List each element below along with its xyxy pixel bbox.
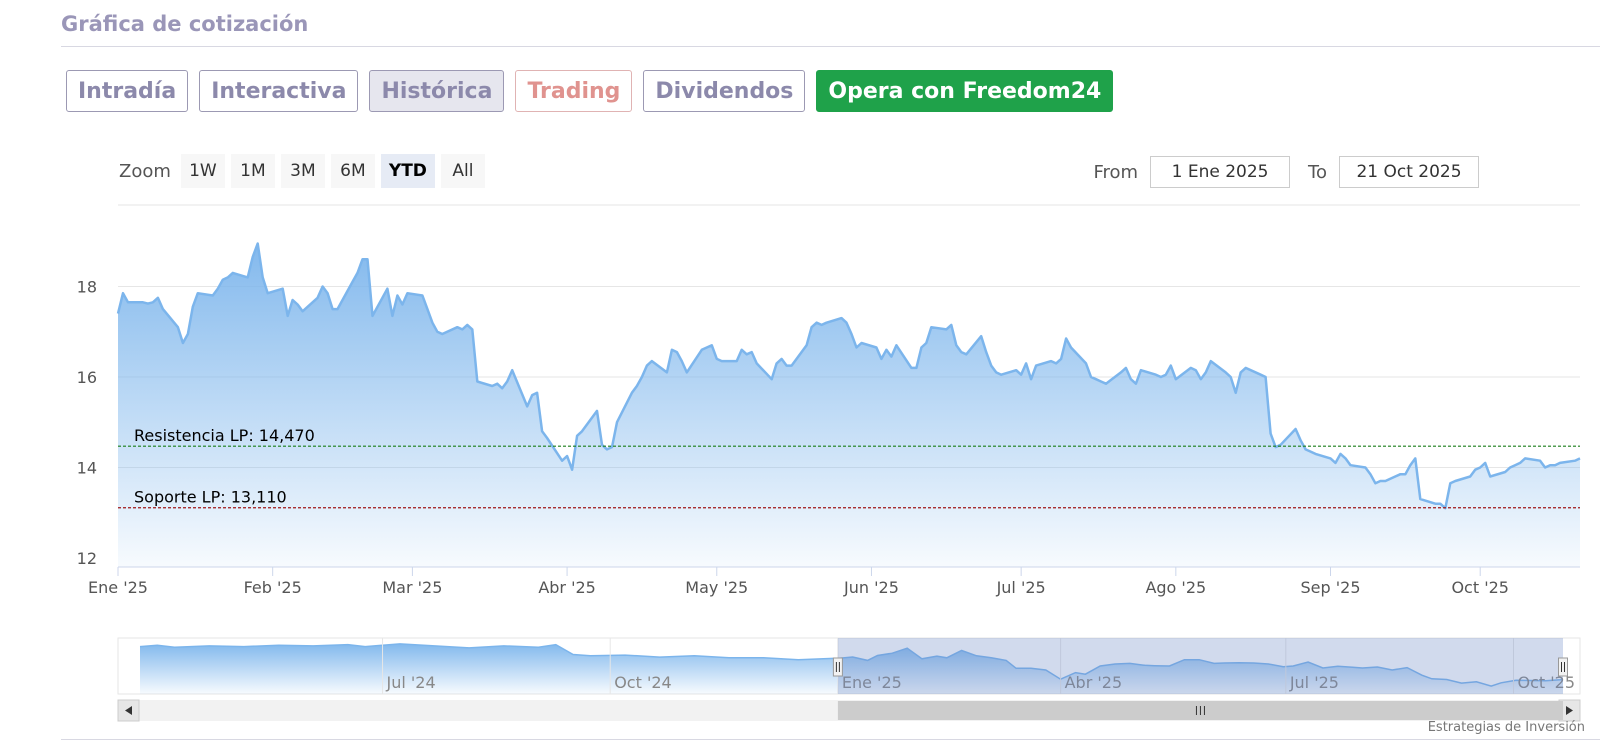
zoom-label: Zoom bbox=[119, 160, 171, 182]
zoom-6m-button[interactable]: 6M bbox=[330, 154, 375, 188]
navigator-tick-label: Oct '24 bbox=[614, 673, 672, 692]
navigator-area bbox=[140, 643, 1563, 694]
bottom-divider bbox=[61, 739, 1600, 740]
navigator-tick-label: Ene '25 bbox=[842, 673, 902, 692]
zoom-selector: Zoom 1W 1M 3M 6M YTD All bbox=[119, 154, 485, 188]
zoom-all-button[interactable]: All bbox=[440, 154, 485, 188]
date-range: From 1 Ene 2025 To 21 Oct 2025 bbox=[1093, 156, 1479, 188]
x-tick-label: Jun '25 bbox=[843, 578, 899, 597]
page-title: Gráfica de cotización bbox=[61, 12, 309, 36]
y-tick-label: 16 bbox=[77, 368, 97, 387]
from-label: From bbox=[1093, 161, 1139, 183]
navigator-tick-label: Abr '25 bbox=[1065, 673, 1123, 692]
handle-body bbox=[1558, 657, 1568, 677]
navigator-tick-label: Oct '25 bbox=[1518, 673, 1576, 692]
x-tick-label: May '25 bbox=[685, 578, 748, 597]
navigator-right-handle[interactable] bbox=[1558, 657, 1568, 677]
scroll-right-arrow-icon bbox=[1566, 706, 1573, 715]
x-tick-label: Oct '25 bbox=[1451, 578, 1509, 597]
y-tick-label: 14 bbox=[77, 458, 97, 477]
chart-credit: Estrategias de Inversión bbox=[1427, 720, 1585, 735]
y-tick-label: 18 bbox=[77, 277, 97, 296]
y-tick-label: 12 bbox=[77, 549, 97, 568]
x-tick-label: Abr '25 bbox=[538, 578, 596, 597]
handle-body bbox=[832, 657, 843, 677]
navigator-line bbox=[139, 643, 1564, 687]
tab-trading[interactable]: Trading bbox=[515, 70, 633, 112]
tab-interactiva[interactable]: Interactiva bbox=[199, 70, 359, 112]
to-label: To bbox=[1308, 161, 1327, 183]
tab-intradia[interactable]: Intradía bbox=[66, 70, 189, 112]
zoom-3m-button[interactable]: 3M bbox=[280, 154, 325, 188]
zoom-1w-button[interactable]: 1W bbox=[180, 154, 225, 188]
tab-dividendos[interactable]: Dividendos bbox=[643, 70, 806, 112]
freedom24-cta-button[interactable]: Opera con Freedom24 bbox=[816, 70, 1114, 112]
x-tick-label: Feb '25 bbox=[244, 578, 302, 597]
x-tick-label: Jul '25 bbox=[996, 578, 1046, 597]
tab-historica[interactable]: Histórica bbox=[369, 70, 505, 112]
navigator-tick-label: Jul '24 bbox=[386, 673, 436, 692]
to-date-input[interactable]: 21 Oct 2025 bbox=[1339, 156, 1479, 188]
chart-tabs: Intradía Interactiva Histórica Trading D… bbox=[66, 70, 1114, 112]
zoom-1m-button[interactable]: 1M bbox=[230, 154, 275, 188]
from-date-input[interactable]: 1 Ene 2025 bbox=[1150, 156, 1291, 188]
support-label: Soporte LP: 13,110 bbox=[134, 488, 287, 507]
navigator-left-handle[interactable] bbox=[832, 657, 843, 677]
series-area bbox=[118, 243, 1580, 567]
x-tick-label: Ene '25 bbox=[88, 578, 148, 597]
title-divider bbox=[61, 46, 1600, 47]
zoom-ytd-button[interactable]: YTD bbox=[380, 154, 435, 188]
navigator-selection bbox=[837, 638, 1563, 694]
scroll-left-arrow-icon bbox=[125, 706, 132, 715]
resistance-label: Resistencia LP: 14,470 bbox=[134, 426, 315, 445]
x-tick-label: Mar '25 bbox=[382, 578, 442, 597]
series-line bbox=[116, 242, 1581, 510]
x-tick-label: Sep '25 bbox=[1301, 578, 1361, 597]
navigator-tick-label: Jul '25 bbox=[1289, 673, 1339, 692]
x-tick-label: Ago '25 bbox=[1145, 578, 1206, 597]
